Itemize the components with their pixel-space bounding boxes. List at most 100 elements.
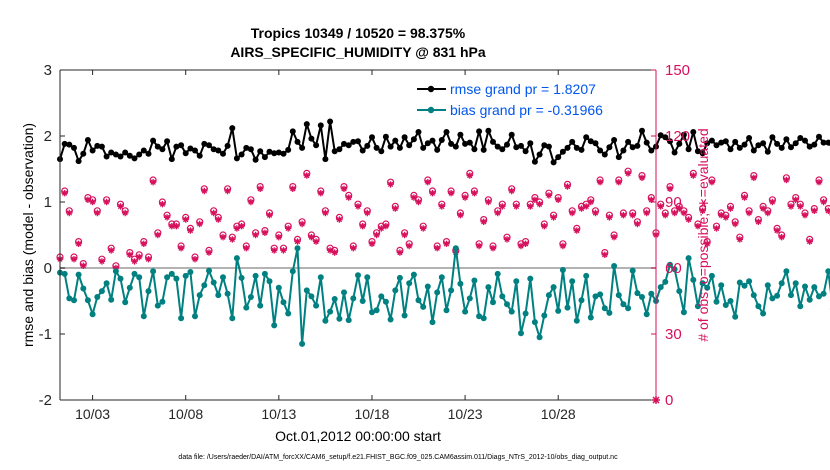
bias-data-point <box>545 292 552 299</box>
rmse-data-point <box>634 142 641 149</box>
obs-evaluated-marker <box>573 227 580 234</box>
obs-evaluated-marker <box>792 196 799 203</box>
bias-data-point <box>648 290 655 297</box>
bias-data-point <box>196 292 203 299</box>
bias-data-point <box>578 297 585 304</box>
obs-evaluated-marker <box>252 231 259 239</box>
bias-data-point <box>601 305 608 312</box>
rmse-data-point <box>122 149 129 156</box>
rmse-data-point <box>434 146 441 153</box>
bias-data-point <box>592 293 599 300</box>
obs-evaluated-marker <box>513 203 520 210</box>
obs-evaluated-marker <box>196 220 203 228</box>
rmse-data-point <box>126 152 133 159</box>
bias-data-point <box>350 295 357 302</box>
bias-data-point <box>718 282 725 289</box>
bias-data-point <box>527 275 534 282</box>
rmse-data-point <box>280 150 287 157</box>
bias-data-point <box>462 308 469 315</box>
bias-data-point <box>811 284 818 291</box>
obs-evaluated-marker <box>741 194 748 201</box>
obs-evaluated-marker <box>601 251 608 258</box>
bias-data-point <box>392 287 399 294</box>
bias-data-point <box>820 290 827 297</box>
bias-data-point <box>732 313 739 320</box>
obs-evaluated-marker <box>755 218 762 225</box>
rmse-data-point <box>303 121 310 128</box>
obs-evaluated-marker <box>117 203 124 210</box>
obs-evaluated-marker <box>578 205 585 212</box>
rmse-series-line <box>59 120 830 164</box>
rmse-data-point <box>108 149 115 156</box>
obs-evaluated-marker <box>61 190 68 197</box>
obs-evaluated-marker <box>257 185 264 192</box>
obs-evaluated-marker <box>466 172 473 179</box>
obs-evaluated-marker <box>103 198 110 206</box>
x-tick-label: 10/28 <box>541 406 576 422</box>
bias-data-point <box>443 307 450 314</box>
bias-data-point <box>573 317 580 324</box>
bias-data-point <box>587 314 594 321</box>
bias-data-point <box>639 294 645 300</box>
bias-data-point <box>522 310 529 317</box>
obs-evaluated-marker <box>317 190 324 197</box>
obs-evaluated-marker <box>564 183 571 190</box>
obs-evaluated-marker <box>298 220 306 228</box>
bias-data-point <box>564 304 571 311</box>
obs-evaluated-marker <box>266 212 273 219</box>
rmse-data-point <box>722 138 729 145</box>
bias-data-point <box>797 303 804 310</box>
obs-evaluated-marker <box>815 179 823 186</box>
bias-data-point <box>825 268 830 275</box>
bias-data-point <box>760 310 767 317</box>
rmse-data-point <box>164 138 171 145</box>
obs-evaluated-marker <box>243 245 250 252</box>
bias-data-point <box>401 312 408 319</box>
rmse-data-point <box>355 138 361 145</box>
obs-evaluated-marker <box>522 240 529 247</box>
rmse-data-point <box>84 137 91 143</box>
bias-data-point <box>145 288 152 295</box>
rmse-data-point <box>760 140 767 147</box>
rmse-data-point <box>699 150 706 157</box>
obs-evaluated-marker <box>820 198 827 206</box>
obs-evaluated-marker <box>708 179 716 186</box>
rmse-data-point <box>103 153 110 160</box>
obs-evaluated-marker <box>457 212 464 219</box>
bias-data-point <box>108 296 115 303</box>
bias-data-point <box>261 270 268 277</box>
rmse-data-point <box>438 137 445 143</box>
bias-data-point <box>764 282 771 289</box>
obs-evaluated-marker <box>224 187 231 195</box>
rmse-data-point <box>448 140 455 147</box>
obs-evaluated-marker <box>378 225 385 232</box>
rmse-data-point <box>667 138 673 145</box>
rmse-data-point <box>289 128 296 135</box>
bias-data-point <box>699 280 706 287</box>
bias-data-point <box>625 305 632 312</box>
obs-evaluated-marker <box>271 247 278 254</box>
obs-evaluated-marker <box>354 203 362 210</box>
rmse-data-point <box>597 147 604 154</box>
bias-data-point <box>140 313 147 320</box>
rmse-data-point <box>89 147 96 154</box>
bias-data-point <box>466 295 473 302</box>
x-tick-label: 10/08 <box>168 406 203 422</box>
legend-bias-marker <box>427 106 435 114</box>
bias-data-point <box>98 288 105 295</box>
rmse-data-point <box>746 135 753 141</box>
obs-evaluated-marker <box>801 212 809 219</box>
obs-evaluated-marker <box>201 187 208 195</box>
obs-evaluated-marker <box>531 196 539 203</box>
bias-data-point <box>336 315 343 322</box>
y-right-tick-label: 120 <box>665 128 690 145</box>
bias-data-point <box>597 291 604 298</box>
rmse-data-point <box>266 148 273 155</box>
bias-data-point <box>369 309 375 316</box>
obs-evaluated-marker <box>722 214 729 221</box>
obs-evaluated-marker <box>443 240 450 247</box>
bias-data-point <box>247 294 254 300</box>
bias-data-point <box>117 275 124 282</box>
obs-evaluated-marker <box>364 209 371 217</box>
